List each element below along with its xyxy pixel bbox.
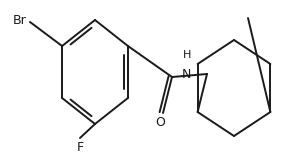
- Text: F: F: [76, 141, 83, 152]
- Text: H: H: [183, 50, 191, 60]
- Text: Br: Br: [12, 14, 26, 26]
- Text: O: O: [155, 116, 165, 129]
- Text: N: N: [182, 68, 191, 81]
